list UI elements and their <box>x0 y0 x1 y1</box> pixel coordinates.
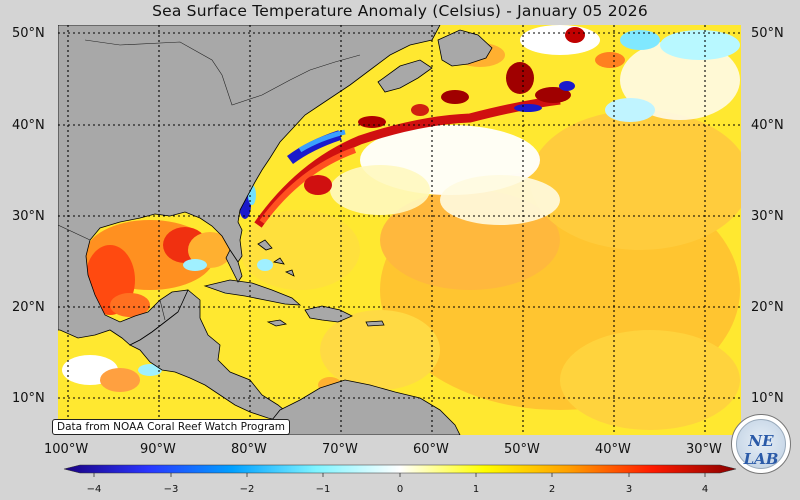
gulf-of-mexico-anomalies <box>85 220 232 317</box>
anomaly-warm-fields <box>240 110 741 430</box>
lon-label-30w: 30°W <box>686 442 722 457</box>
bahamas-land <box>257 239 295 277</box>
graticule <box>58 25 741 435</box>
central-america-land <box>129 289 291 423</box>
colorbar-tick-marks <box>93 473 706 477</box>
cuba-land <box>203 279 302 306</box>
colorbar-tick-label: 4 <box>701 484 709 495</box>
jamaica-land <box>266 319 288 327</box>
lat-label-10n-left: 10°N <box>12 391 45 406</box>
nova-scotia-land <box>377 59 433 93</box>
colorbar-tick-label: 1 <box>472 484 480 495</box>
lat-label-20n-left: 20°N <box>12 300 45 315</box>
newfoundland-land <box>437 29 493 67</box>
land-masses <box>58 25 493 435</box>
colorbar-tick-label: 3 <box>625 484 633 495</box>
lon-label-40w: 40°W <box>595 442 631 457</box>
lab-logo: NE LAB <box>731 414 791 474</box>
lon-label-60w: 60°W <box>413 442 449 457</box>
anomaly-neutral-fields <box>330 25 740 225</box>
colorbar-tick-label: −4 <box>86 484 102 495</box>
florida-land <box>225 249 243 283</box>
political-boundaries <box>58 39 361 321</box>
lon-label-50w: 50°W <box>504 442 540 457</box>
map-title: Sea Surface Temperature Anomaly (Celsius… <box>152 2 648 20</box>
puerto-rico-land <box>365 320 385 327</box>
colorbar-tick-label: 2 <box>548 484 556 495</box>
lat-label-30n-right: 30°N <box>751 209 784 224</box>
lat-label-40n-left: 40°N <box>12 118 45 133</box>
lon-label-100w: 100°W <box>44 442 89 457</box>
lat-label-50n-right: 50°N <box>751 26 784 41</box>
logo-text: NE LAB <box>743 432 779 468</box>
colorbar-tick-label: −1 <box>315 484 331 495</box>
colorbar <box>63 464 737 474</box>
lat-label-10n-right: 10°N <box>751 391 784 406</box>
lat-label-20n-right: 20°N <box>751 300 784 315</box>
gulf-stream-anomalies <box>239 27 625 228</box>
lat-label-40n-right: 40°N <box>751 118 784 133</box>
lon-label-90w: 90°W <box>140 442 176 457</box>
lon-label-70w: 70°W <box>322 442 358 457</box>
colorbar-tick-label: 0 <box>396 484 404 495</box>
lon-label-80w: 80°W <box>231 442 267 457</box>
logo-globe-icon <box>736 419 786 469</box>
colorbar-tick-label: −2 <box>239 484 255 495</box>
data-credit-label: Data from NOAA Coral Reef Watch Program <box>52 419 290 435</box>
lat-label-50n-left: 50°N <box>12 26 45 41</box>
map-plot-area <box>58 25 741 435</box>
lat-label-30n-left: 30°N <box>12 209 45 224</box>
colorbar-tick-label: −3 <box>163 484 179 495</box>
